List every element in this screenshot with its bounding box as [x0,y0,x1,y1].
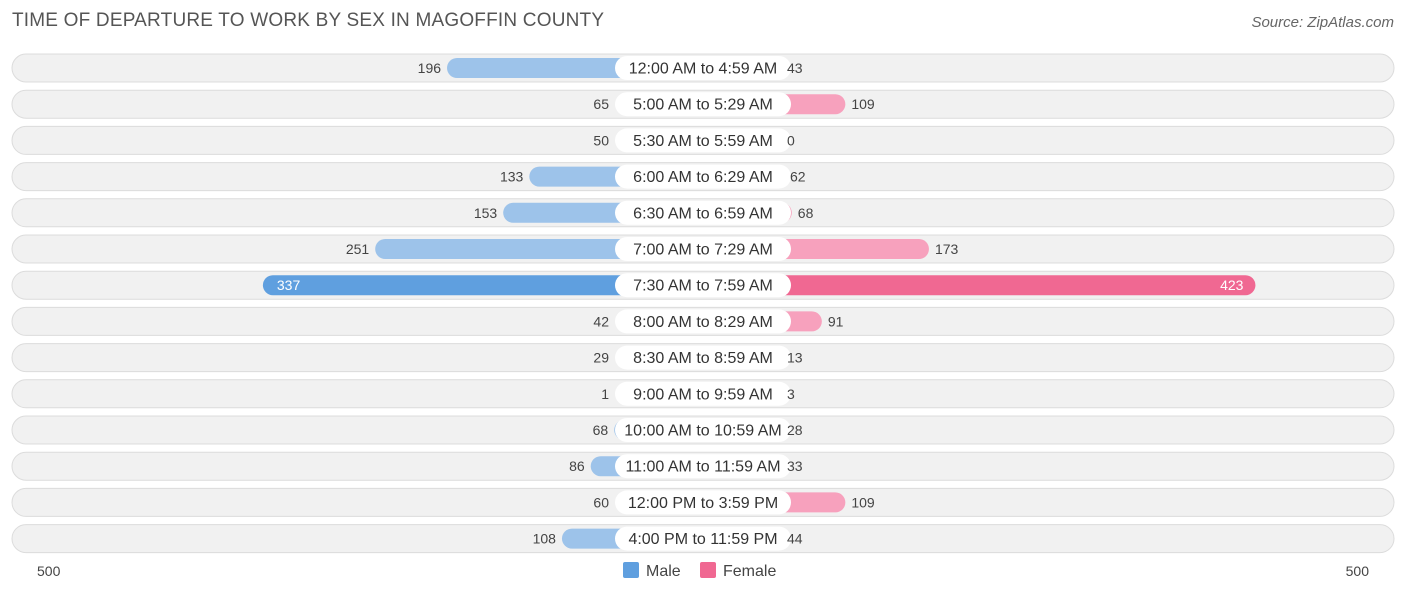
legend-swatch-female [700,562,716,578]
category-label: 10:00 AM to 10:59 AM [624,423,781,440]
legend-label-male: Male [646,563,681,580]
value-label-female: 13 [787,350,803,366]
category-label: 5:00 AM to 5:29 AM [633,97,773,114]
value-label-male: 42 [593,313,609,329]
legend-label-female: Female [723,563,776,580]
category-label-bg [615,92,791,117]
value-label-female: 3 [787,386,795,402]
category-label-bg [615,128,791,153]
category-label-bg [615,56,791,80]
value-label-female: 423 [1220,277,1244,293]
category-label: 4:00 PM to 11:59 PM [628,531,777,548]
value-label-male: 1 [601,386,609,402]
value-label-female: 43 [787,60,803,76]
category-label: 5:30 AM to 5:59 AM [633,133,773,150]
value-label-female: 44 [787,531,803,547]
category-label-bg [615,526,791,551]
category-label: 7:30 AM to 7:59 AM [633,278,773,295]
category-label: 12:00 AM to 4:59 AM [629,61,778,78]
category-label-bg [615,418,791,442]
value-label-female: 28 [787,422,803,438]
category-label: 11:00 AM to 11:59 AM [625,459,780,476]
source-label: Source: ZipAtlas.com [1251,14,1394,31]
category-label: 6:00 AM to 6:29 AM [633,169,773,186]
category-label-bg [615,200,791,225]
bar-female [703,275,1256,296]
category-label: 6:30 AM to 6:59 AM [633,205,773,222]
value-label-female: 68 [798,205,814,221]
value-label-male: 29 [593,350,609,366]
axis-label-right: 500 [1346,563,1370,579]
legend-swatch-male [623,562,639,578]
category-label-bg [615,454,791,479]
value-label-female: 91 [828,313,844,329]
category-label: 9:00 AM to 9:59 AM [633,386,773,403]
value-label-male: 108 [533,531,557,547]
value-label-male: 68 [593,422,609,438]
value-label-female: 173 [935,241,959,257]
value-label-female: 109 [851,494,875,510]
value-label-female: 33 [787,458,803,474]
value-label-female: 109 [851,96,875,112]
axis-label-left: 500 [37,563,61,579]
category-label-bg [615,381,791,406]
chart-title: TIME OF DEPARTURE TO WORK BY SEX IN MAGO… [12,10,605,31]
category-label-bg [615,237,791,261]
value-label-male: 133 [500,169,524,185]
value-label-male: 153 [474,205,498,221]
value-label-male: 196 [418,60,442,76]
category-label-bg [615,273,791,298]
value-label-female: 62 [790,169,806,185]
value-label-female: 0 [787,132,795,148]
category-label-bg [615,164,791,189]
category-label: 7:00 AM to 7:29 AM [633,242,773,259]
category-label-bg [615,309,791,334]
bar-male [262,275,703,296]
category-label-bg [615,345,791,370]
value-label-male: 65 [593,96,609,112]
category-label: 12:00 PM to 3:59 PM [628,495,778,512]
category-label: 8:30 AM to 8:59 AM [633,350,773,367]
value-label-male: 50 [593,132,609,148]
category-label: 8:00 AM to 8:29 AM [633,314,773,331]
value-label-male: 86 [569,458,585,474]
value-label-male: 251 [346,241,370,257]
value-label-male: 337 [277,277,301,293]
category-label-bg [615,490,791,515]
value-label-male: 60 [593,494,609,510]
